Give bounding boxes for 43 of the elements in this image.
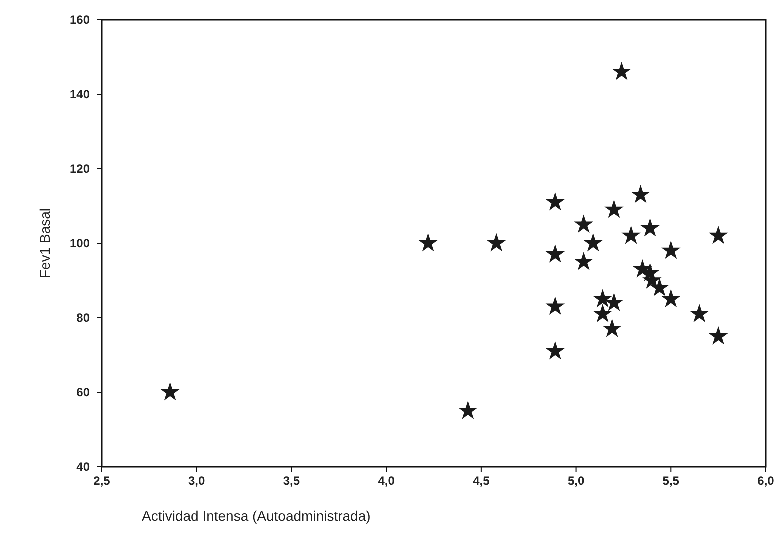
point (574, 252, 594, 270)
point (584, 233, 603, 252)
point (486, 233, 506, 252)
x-tick-label: 6,0 (758, 474, 775, 488)
point (546, 192, 566, 211)
y-tick-label: 120 (70, 162, 90, 176)
point (160, 382, 180, 401)
x-tick-label: 3,0 (188, 474, 206, 488)
point (650, 278, 670, 296)
point (622, 226, 641, 244)
x-tick-label: 2,5 (94, 474, 111, 488)
y-tick-label: 160 (70, 13, 90, 27)
point (690, 304, 710, 322)
point (574, 214, 594, 234)
point (612, 62, 632, 80)
point (418, 233, 438, 252)
y-tick-label: 80 (76, 311, 90, 325)
point (546, 244, 566, 263)
point (593, 289, 612, 308)
x-tick-label: 4,0 (378, 474, 396, 488)
y-tick-label: 60 (76, 386, 90, 400)
x-axis-title: Actividad Intensa (Autoadministrada) (142, 508, 371, 524)
point (631, 184, 650, 204)
point (458, 400, 478, 420)
point (708, 226, 728, 244)
y-tick-label: 140 (70, 88, 90, 102)
point (604, 292, 624, 312)
x-tick-label: 3,5 (283, 474, 300, 488)
x-tick-label: 5,5 (662, 474, 680, 488)
y-axis-title: Fev1 Basal (37, 208, 53, 279)
y-tick-label: 40 (76, 460, 90, 474)
y-tick-label: 100 (70, 236, 90, 250)
point (662, 240, 681, 260)
x-tick-label: 5,0 (568, 474, 585, 488)
point (604, 200, 624, 218)
point (640, 218, 660, 237)
point (602, 319, 622, 338)
point (546, 341, 566, 360)
point (662, 289, 681, 308)
point (593, 304, 612, 322)
point (546, 296, 566, 316)
x-tick-label: 4,5 (473, 474, 490, 488)
point (708, 326, 728, 345)
